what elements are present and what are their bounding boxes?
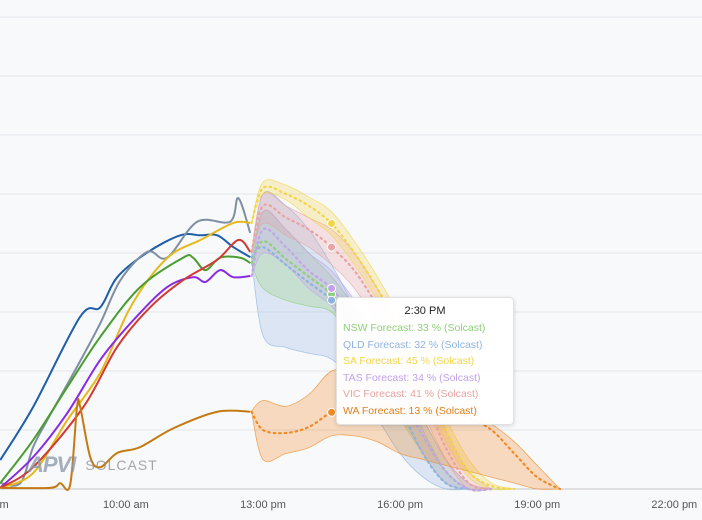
tooltip-row: QLD Forecast: 32 % (Solcast) bbox=[343, 338, 483, 351]
actual-line bbox=[0, 239, 251, 489]
hover-marker bbox=[327, 407, 337, 417]
actual-line bbox=[0, 233, 251, 461]
watermark-logos: APVI SOLCAST bbox=[28, 452, 158, 478]
hover-marker bbox=[327, 295, 337, 305]
actual-line bbox=[0, 220, 251, 489]
tooltip-title: 2:30 PM bbox=[404, 305, 446, 317]
solcast-logo: SOLCAST bbox=[85, 457, 158, 473]
x-tick-label: 13:00 pm bbox=[240, 499, 286, 511]
forecast-line bbox=[250, 203, 493, 491]
x-tick-label: 19:00 pm bbox=[514, 499, 560, 511]
apvi-logo: APVI bbox=[28, 452, 76, 477]
x-axis: 7:00 am 10:00 am 13:00 pm 16:00 pm 19:00 pm 2… bbox=[0, 499, 697, 511]
hover-marker bbox=[327, 283, 337, 293]
x-tick-label: 22:00 pm bbox=[651, 499, 697, 511]
tooltip-row: SA Forecast: 45 % (Solcast) bbox=[343, 355, 475, 368]
x-tick-label: 10:00 am bbox=[103, 499, 149, 511]
actual-lines bbox=[0, 197, 252, 491]
hover-marker bbox=[327, 219, 337, 228]
actual-line bbox=[0, 197, 252, 487]
x-tick-label: 16:00 pm bbox=[377, 499, 423, 511]
tooltip-row: VIC Forecast: 41 % (Solcast) bbox=[343, 388, 479, 401]
x-tick-label: 7:00 am bbox=[0, 499, 9, 511]
gridlines bbox=[0, 16, 702, 490]
tooltip-row: TAS Forecast: 34 % (Solcast) bbox=[343, 371, 481, 384]
tooltip-row: WA Forecast: 13 % (Solcast) bbox=[343, 404, 477, 417]
hover-marker bbox=[327, 242, 337, 252]
forecast-line bbox=[250, 185, 516, 491]
actual-line bbox=[0, 397, 251, 491]
actual-line bbox=[0, 269, 251, 489]
tooltip-row: NSW Forecast: 33 % (Solcast) bbox=[343, 322, 486, 334]
tooltip: 2:30 PM NSW Forecast: 33 % (Solcast) QLD … bbox=[336, 297, 514, 425]
actual-line bbox=[0, 254, 251, 484]
